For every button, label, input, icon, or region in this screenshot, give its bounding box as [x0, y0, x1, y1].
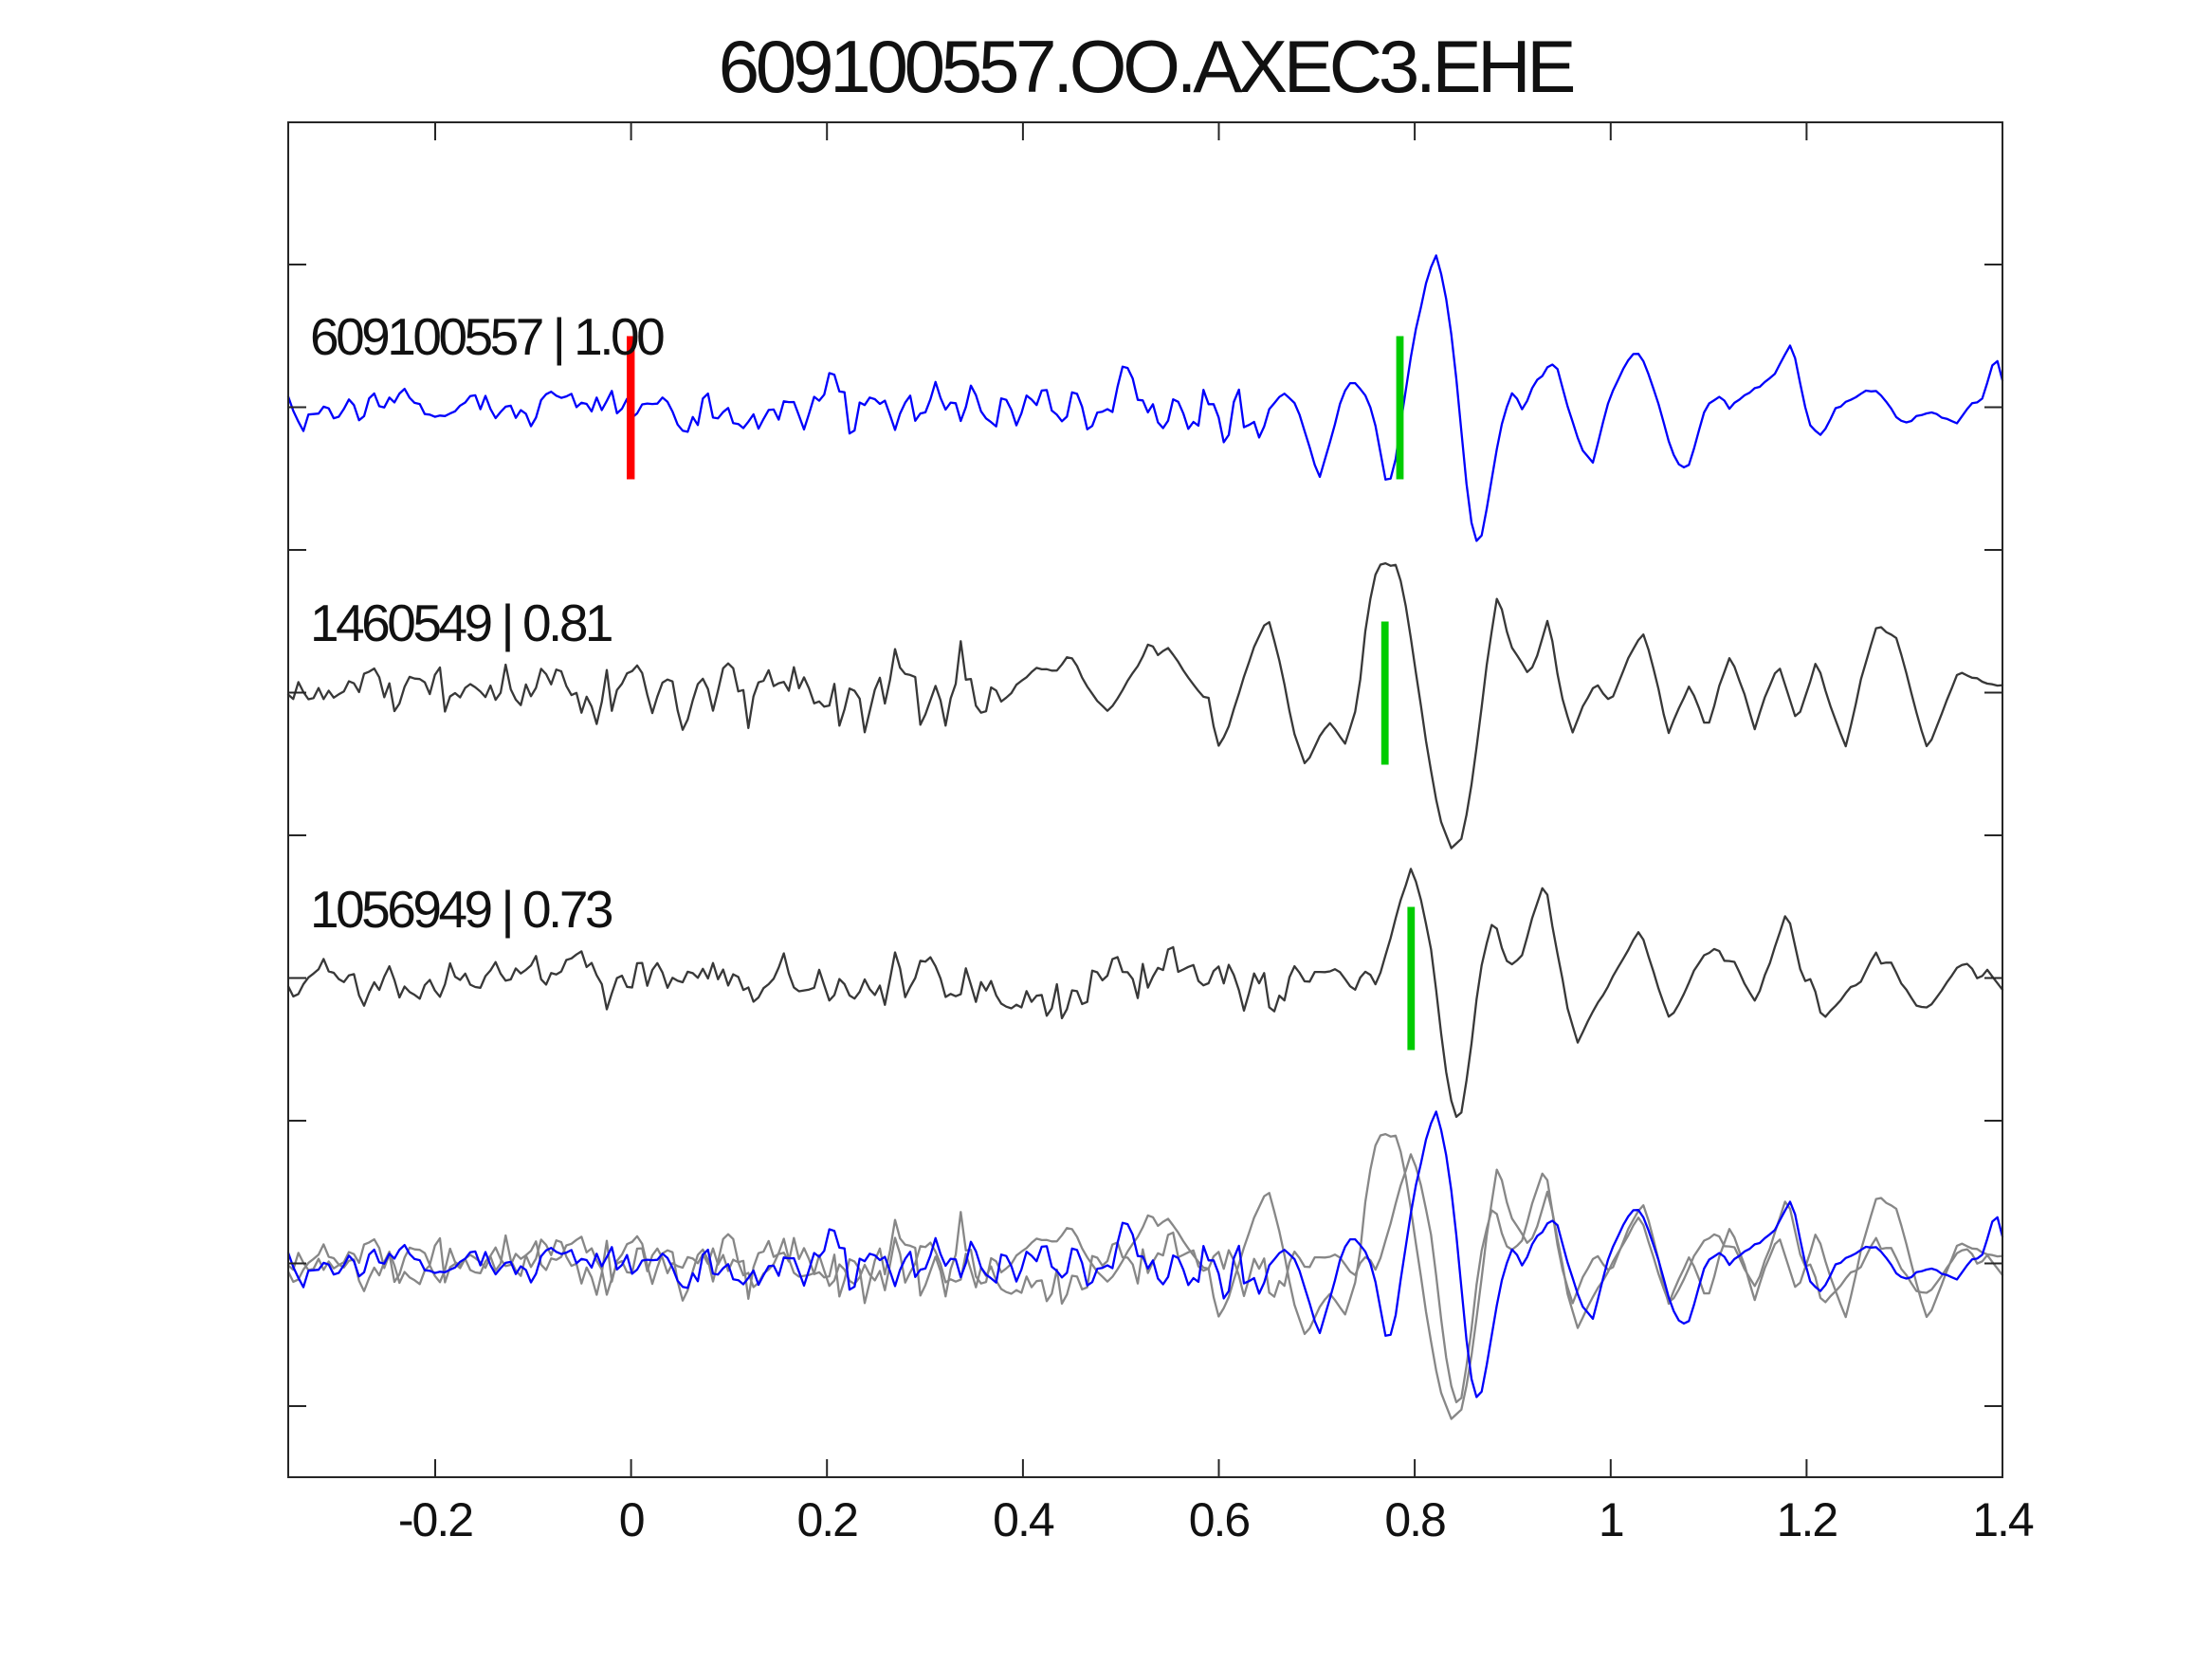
svg-text:1.2: 1.2 [1777, 1493, 1837, 1546]
svg-text:1056949 | 0.73: 1056949 | 0.73 [310, 880, 612, 939]
svg-text:1460549 | 0.81: 1460549 | 0.81 [310, 594, 612, 652]
svg-text:0.2: 0.2 [796, 1493, 857, 1546]
svg-text:0: 0 [619, 1493, 644, 1546]
svg-text:609100557 | 1.00: 609100557 | 1.00 [310, 307, 664, 366]
svg-text:0.8: 0.8 [1384, 1493, 1445, 1546]
svg-text:609100557.OO.AXEC3.EHE: 609100557.OO.AXEC3.EHE [719, 25, 1574, 108]
svg-text:1: 1 [1599, 1493, 1623, 1546]
svg-text:0.4: 0.4 [993, 1493, 1054, 1546]
svg-text:0.6: 0.6 [1189, 1493, 1250, 1546]
svg-text:-0.2: -0.2 [398, 1493, 472, 1546]
svg-text:1.4: 1.4 [1972, 1493, 2034, 1546]
